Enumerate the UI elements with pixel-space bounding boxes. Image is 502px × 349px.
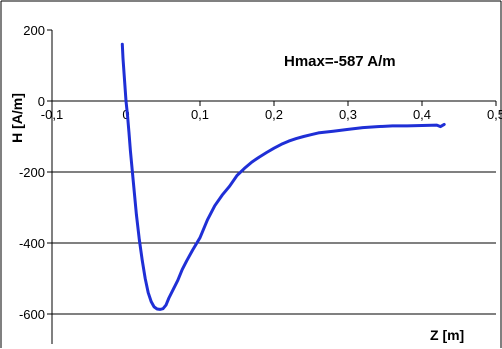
x-tick-label: 0,4 (413, 107, 431, 122)
x-tick-label: 0,3 (339, 107, 357, 122)
series-line (120, 42, 446, 311)
y-tick-label: -600 (19, 307, 45, 322)
y-tick-label: -200 (19, 165, 45, 180)
annotation-hmax: Hmax=-587 A/m (284, 53, 396, 70)
x-tick-label: 0,1 (191, 107, 209, 122)
y-axis: 200 0 -200 -400 -600 (19, 23, 52, 322)
y-tick-label: 200 (23, 23, 45, 38)
y-tick-label: 0 (38, 94, 45, 109)
y-axis-title: H [A/m] (9, 93, 25, 143)
x-axis-title: Z [m] (430, 327, 464, 343)
data-series (120, 42, 446, 311)
x-tick-label: 0,2 (265, 107, 283, 122)
y-tick-label: -400 (19, 236, 45, 251)
x-tick-label: 0,5 (487, 107, 502, 122)
